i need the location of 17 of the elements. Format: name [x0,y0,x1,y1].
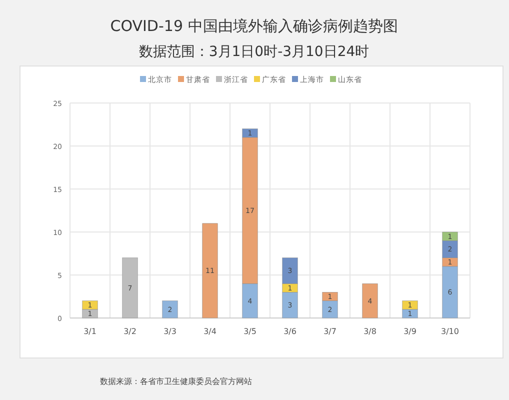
x-tick-label: 3/4 [204,327,216,336]
x-tick-label: 3/9 [404,327,416,336]
bar [162,300,178,318]
x-tick-label: 3/10 [441,327,459,336]
chart-subtitle: 数据范围：3月1日0时-3月10日24时 [138,44,370,60]
bar [362,283,378,318]
x-tick-label: 3/1 [84,327,96,336]
x-tick-label: 3/8 [364,327,376,336]
x-tick-label: 3/5 [244,327,256,336]
bar [202,223,218,318]
chart-title: COVID-19 中国由境外输入确诊病例趋势图 [110,17,398,35]
x-tick-label: 3/7 [324,327,336,336]
bar [122,258,138,318]
source-note: 数据来源：各省市卫生健康委员会官方网站 [100,377,252,386]
x-tick-label: 3/2 [124,327,136,336]
x-tick-label: 3/6 [284,327,296,336]
x-tick-label: 3/3 [164,327,176,336]
